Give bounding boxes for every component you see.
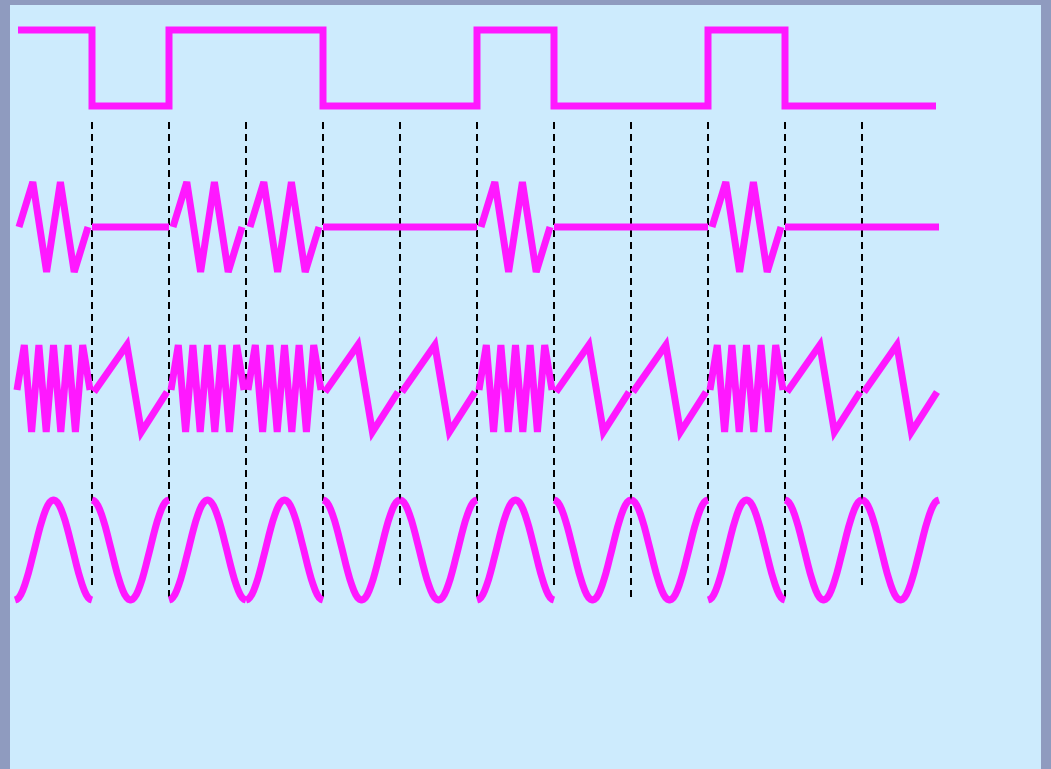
psk-bit-segment (398, 496, 479, 604)
fsk-low-frequency-segment (553, 335, 632, 442)
psk-bit-segment (90, 496, 171, 604)
psk-bit-segment (706, 496, 787, 604)
digital-signal-waveform (18, 26, 936, 110)
fsk-low-frequency-segment (322, 335, 401, 442)
fsk-low-frequency-segment (399, 335, 478, 442)
ask-carrier-burst (15, 180, 92, 274)
fsk-waveform (13, 335, 940, 442)
psk-bit-segment (167, 496, 248, 604)
ask-carrier-burst (246, 180, 323, 274)
fsk-high-frequency-segment (475, 344, 556, 433)
fsk-high-frequency-segment (706, 344, 787, 433)
psk-bit-segment (475, 496, 556, 604)
ask-carrier-burst (477, 180, 554, 274)
fsk-high-frequency-segment (244, 344, 325, 433)
fsk-low-frequency-segment (91, 335, 170, 442)
fsk-low-frequency-segment (784, 335, 863, 442)
psk-bit-segment (783, 496, 864, 604)
ask-carrier-burst (708, 180, 785, 274)
psk-waveform (13, 496, 941, 604)
ask-carrier-burst (169, 180, 246, 274)
bit-boundary-guides (91, 122, 863, 600)
ask-waveform (15, 180, 939, 274)
fsk-low-frequency-segment (630, 335, 709, 442)
psk-bit-segment (244, 496, 325, 604)
psk-bit-segment (860, 496, 941, 604)
digital-square-wave (18, 26, 936, 110)
psk-bit-segment (629, 496, 710, 604)
fsk-high-frequency-segment (167, 344, 248, 433)
fsk-low-frequency-segment (861, 335, 940, 442)
psk-bit-segment (13, 496, 94, 604)
psk-bit-segment (321, 496, 402, 604)
psk-bit-segment (552, 496, 633, 604)
fsk-high-frequency-segment (13, 344, 94, 433)
